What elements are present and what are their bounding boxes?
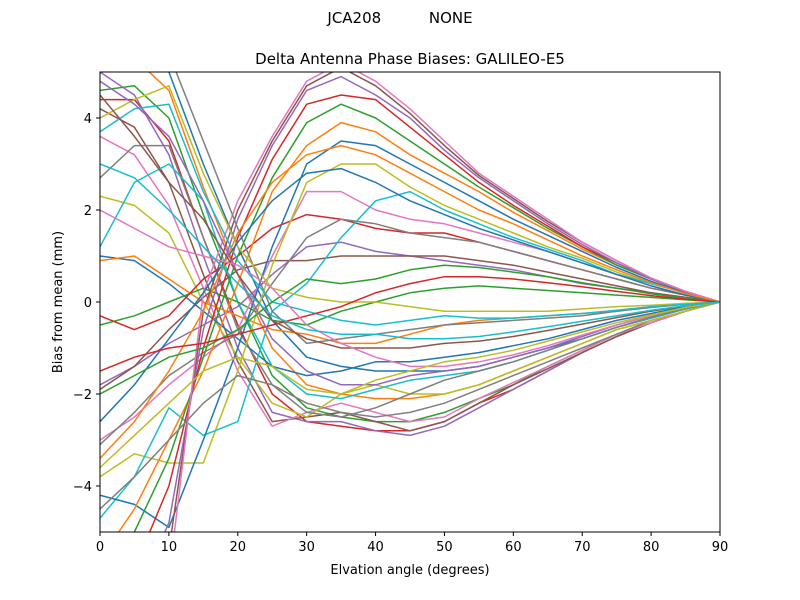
series-line	[100, 167, 720, 423]
series-line	[100, 108, 720, 432]
series-line	[164, 75, 720, 532]
series-line	[100, 85, 720, 312]
x-tick-label: 60	[505, 540, 522, 555]
y-tick-label: −4	[73, 480, 92, 495]
series-line	[100, 264, 720, 395]
x-tick-label: 10	[161, 540, 178, 555]
x-tick-label: 30	[298, 540, 315, 555]
series-line	[100, 103, 720, 326]
series-line	[100, 163, 720, 478]
series-line	[100, 301, 720, 510]
y-tick-label: 4	[84, 112, 92, 127]
figure-suptitle: JCA208 NONE	[327, 9, 473, 27]
series-line	[100, 209, 720, 368]
series-line	[100, 163, 720, 340]
data-series-group	[100, 72, 720, 532]
x-tick-label: 70	[574, 540, 591, 555]
series-line	[100, 144, 720, 418]
x-axis-label: Elvation angle (degrees)	[330, 563, 489, 578]
y-tick-label: 2	[84, 204, 92, 219]
x-tick-label: 80	[643, 540, 660, 555]
y-axis-label: Bias from mean (mm)	[51, 231, 66, 373]
series-line	[100, 301, 720, 469]
series-line	[100, 144, 720, 459]
x-axis-ticks: 0 10 20 30 40 50 60 70 80 90	[96, 532, 728, 555]
series-line	[100, 285, 720, 326]
series-line	[175, 72, 720, 345]
series-line	[100, 140, 720, 529]
y-tick-label: 0	[84, 296, 92, 311]
y-axis-ticks: −4 −2 0 2 4	[73, 112, 100, 495]
series-line	[100, 94, 720, 349]
chart-title: Delta Antenna Phase Biases: GALILEO-E5	[255, 50, 565, 68]
series-line	[100, 190, 720, 519]
x-tick-label: 90	[712, 540, 729, 555]
series-line	[100, 275, 720, 372]
series-line	[133, 103, 720, 532]
series-line	[117, 121, 720, 532]
series-line	[100, 218, 720, 446]
x-tick-label: 20	[230, 540, 247, 555]
x-tick-label: 0	[96, 540, 104, 555]
x-tick-label: 40	[367, 540, 384, 555]
x-tick-label: 50	[436, 540, 453, 555]
y-tick-label: −2	[73, 388, 92, 403]
